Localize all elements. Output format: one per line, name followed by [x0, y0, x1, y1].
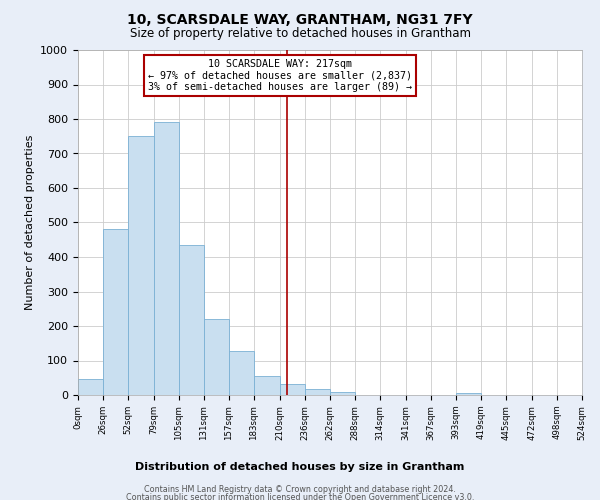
Bar	[280, 384, 305, 395]
Bar	[179, 245, 204, 395]
Text: Contains public sector information licensed under the Open Government Licence v3: Contains public sector information licen…	[126, 494, 474, 500]
Bar	[305, 389, 330, 395]
Bar	[78, 380, 103, 395]
Bar	[204, 319, 229, 395]
Text: 10, SCARSDALE WAY, GRANTHAM, NG31 7FY: 10, SCARSDALE WAY, GRANTHAM, NG31 7FY	[127, 12, 473, 26]
Bar	[456, 394, 481, 395]
Text: Distribution of detached houses by size in Grantham: Distribution of detached houses by size …	[136, 462, 464, 472]
Bar	[103, 230, 128, 395]
Text: Contains HM Land Registry data © Crown copyright and database right 2024.: Contains HM Land Registry data © Crown c…	[144, 485, 456, 494]
Text: 10 SCARSDALE WAY: 217sqm
← 97% of detached houses are smaller (2,837)
3% of semi: 10 SCARSDALE WAY: 217sqm ← 97% of detach…	[148, 58, 412, 92]
Bar	[330, 392, 355, 395]
Bar	[254, 376, 280, 395]
Bar	[229, 351, 254, 395]
Text: Size of property relative to detached houses in Grantham: Size of property relative to detached ho…	[130, 28, 470, 40]
Bar	[154, 122, 179, 395]
Bar	[128, 136, 154, 395]
Y-axis label: Number of detached properties: Number of detached properties	[25, 135, 35, 310]
